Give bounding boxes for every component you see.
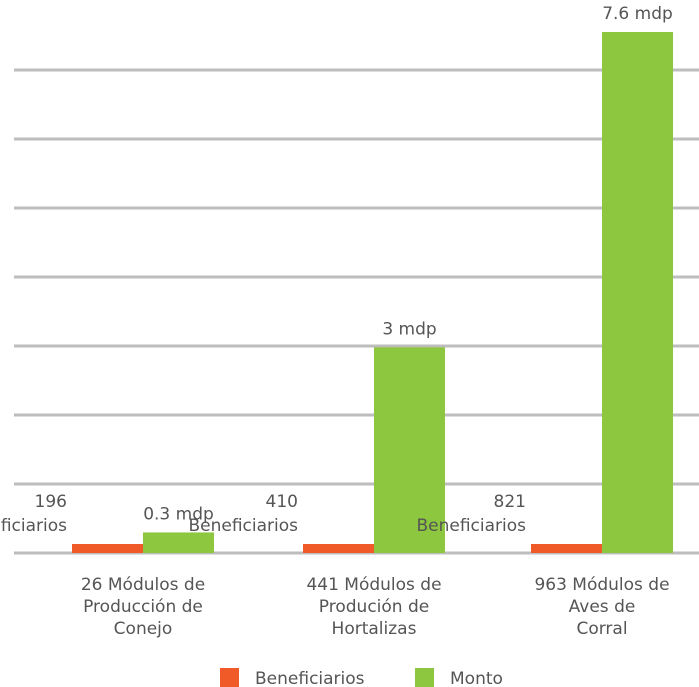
- bar-beneficiarios-1: [303, 544, 374, 553]
- category-label-0: Producción de: [83, 597, 203, 617]
- category-label-2: Aves de: [569, 597, 636, 617]
- category-label-0: Conejo: [114, 619, 173, 639]
- bars: [72, 32, 673, 553]
- legend-swatch-beneficiarios: [220, 668, 239, 687]
- legend-label-monto: Monto: [450, 669, 503, 687]
- bar-monto-2: [602, 32, 673, 553]
- category-label-1: 441 Módulos de: [306, 575, 441, 595]
- bar-beneficiarios-0: [72, 544, 143, 553]
- bar-beneficiarios-2: [531, 544, 602, 553]
- data-label-beneficiarios-0: Beneficiarios: [0, 516, 67, 536]
- data-label-beneficiarios-1: Beneficiarios: [188, 516, 298, 536]
- category-label-2: Corral: [576, 619, 627, 639]
- data-label-beneficiarios-2: 821: [494, 492, 526, 512]
- data-labels: 196 Beneficiarios 410 Beneficiarios 821 Benef…: [0, 4, 673, 536]
- category-label-1: Produción de: [319, 597, 429, 617]
- data-label-monto-2: 7.6 mdp: [602, 4, 673, 24]
- data-label-beneficiarios-1: 410: [266, 492, 298, 512]
- data-label-monto-1: 3 mdp: [382, 319, 436, 339]
- legend-label-beneficiarios: Beneficiarios: [255, 669, 365, 687]
- legend-swatch-monto: [415, 668, 434, 687]
- category-label-1: Hortalizas: [332, 619, 417, 639]
- category-label-2: 963 Módulos de: [534, 575, 669, 595]
- data-label-beneficiarios-2: Beneficiarios: [416, 516, 526, 536]
- bar-monto-1: [374, 347, 445, 553]
- gridlines: [14, 68, 699, 555]
- legend: Beneficiarios Monto: [220, 668, 503, 687]
- data-label-monto-0: 0.3 mdp: [143, 504, 214, 524]
- data-label-beneficiarios-0: 196: [35, 492, 67, 512]
- bar-monto-0: [143, 532, 214, 553]
- category-label-0: 26 Módulos de: [81, 575, 205, 595]
